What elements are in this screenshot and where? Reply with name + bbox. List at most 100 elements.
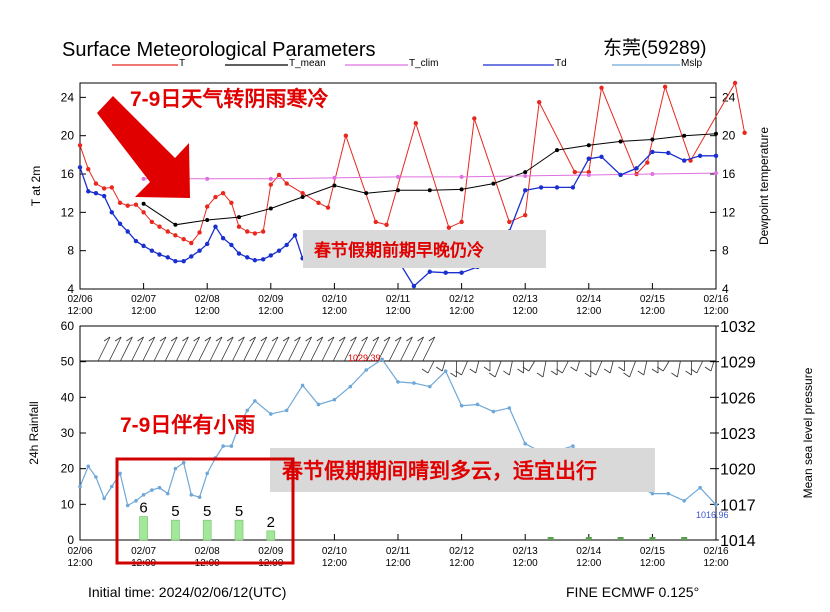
point-T_mean-9 <box>427 188 432 193</box>
rain-bar-1 <box>171 519 180 541</box>
point-Td-25 <box>276 248 282 253</box>
wind-barb-5 <box>153 336 167 362</box>
point-T_clim-5 <box>459 174 464 179</box>
point-Td-43 <box>554 185 560 190</box>
wind-barb-31 <box>441 360 446 372</box>
xtick-time-top-1: 12:00 <box>131 306 156 317</box>
rain-bar-label-4: 2 <box>267 514 275 531</box>
wind-barb-55 <box>710 360 715 372</box>
wind-barb-33 <box>461 360 468 376</box>
wind-barb-flag-12 <box>238 336 245 342</box>
xtick-time-top-6: 12:00 <box>449 306 474 317</box>
point-T_clim-3 <box>332 175 337 180</box>
wind-barb-flag-41 <box>550 370 558 376</box>
pressure-ytick-label-1017: 1017 <box>720 497 756 514</box>
wind-barb-flag-45 <box>589 370 597 376</box>
point-T-20 <box>236 224 242 229</box>
pressure-max-label: 1029.39 <box>348 353 381 363</box>
point-T-45 <box>662 84 668 90</box>
wind-barb-flag-11 <box>226 336 234 342</box>
point-Td-16 <box>205 241 210 247</box>
point-T-40 <box>572 169 578 175</box>
wind-barb-flag-13 <box>249 336 256 342</box>
mslp-point-1 <box>86 464 91 469</box>
wind-barb-24 <box>366 336 380 362</box>
ytick-label-right-8: 8 <box>722 244 729 258</box>
point-T_mean-17 <box>682 133 687 138</box>
ytick-label-right-4: 4 <box>722 282 729 296</box>
wind-barb-flag-43 <box>570 366 577 372</box>
xtick-date-top-5: 02/11 <box>386 294 411 305</box>
xtick-date-bottom-5: 02/11 <box>386 546 411 557</box>
point-T_clim-6 <box>523 173 528 178</box>
xtick-date-top-4: 02/10 <box>322 294 347 305</box>
wind-barb-flag-16 <box>282 336 290 342</box>
xtick-date-bottom-1: 02/07 <box>131 546 156 557</box>
rain-bar-label-1: 5 <box>171 503 179 520</box>
wind-barb-flag-17 <box>294 336 301 342</box>
wind-barb-flag-40 <box>536 372 544 378</box>
wind-barb-flag-6 <box>170 336 178 342</box>
wind-barb-17 <box>288 336 301 362</box>
point-Td-3 <box>101 193 107 199</box>
point-T-35 <box>459 219 464 225</box>
xtick-time-bottom-10: 12:00 <box>703 558 728 569</box>
annotation-early-cold: 春节假期前期早晚仍冷 <box>314 240 484 260</box>
xtick-time-top-8: 12:00 <box>576 306 601 317</box>
ytick-label-left-20: 20 <box>61 129 75 143</box>
point-T-44 <box>645 160 650 165</box>
point-T-19 <box>229 200 234 205</box>
mslp-point-35 <box>459 403 464 408</box>
mslp-point-47 <box>650 491 655 496</box>
wind-barb-flag-39 <box>522 366 530 372</box>
point-T-23 <box>260 229 266 234</box>
wind-barb-1 <box>108 336 122 362</box>
wind-barb-3 <box>131 336 144 362</box>
point-T_mean-6 <box>332 183 337 188</box>
mslp-point-9 <box>150 488 154 492</box>
wind-barb-23 <box>355 336 368 362</box>
rain-ytick-label-50: 50 <box>61 355 75 369</box>
mslp-point-39 <box>523 441 527 446</box>
point-T-0 <box>77 143 83 148</box>
mslp-point-3 <box>102 496 106 501</box>
point-T-28 <box>316 200 321 205</box>
wind-barb-flag-27 <box>406 336 413 342</box>
point-T-41 <box>586 169 591 175</box>
point-T-30 <box>343 133 349 138</box>
point-T_mean-7 <box>364 191 369 196</box>
wind-barb-flag-35 <box>483 366 491 372</box>
point-Td-44 <box>570 185 576 190</box>
point-T_clim-1 <box>205 176 210 181</box>
legend-label-T_clim: T_clim <box>409 58 438 69</box>
point-Td-47 <box>618 172 623 178</box>
ytick-label-left-12: 12 <box>61 205 75 219</box>
point-T-26 <box>284 181 289 186</box>
wind-barb-8 <box>187 336 200 362</box>
mslp-point-18 <box>221 444 225 448</box>
wind-barb-28 <box>411 336 424 362</box>
point-Td-37 <box>459 270 464 275</box>
point-Td-41 <box>523 188 528 193</box>
mslp-point-7 <box>134 498 138 503</box>
point-T-25 <box>276 172 282 178</box>
rain-ytick-label-20: 20 <box>61 462 75 476</box>
wind-barb-flag-48 <box>623 372 630 378</box>
wind-barb-54 <box>696 360 704 374</box>
mslp-point-50 <box>698 485 702 490</box>
point-T-42 <box>599 85 604 90</box>
xtick-date-top-6: 02/12 <box>449 294 474 305</box>
wind-barb-26 <box>388 336 402 362</box>
pressure-ytick-label-1029: 1029 <box>720 355 756 372</box>
red-arrow-icon <box>97 96 190 198</box>
point-Td-1 <box>86 189 91 194</box>
rain-ytick-label-30: 30 <box>61 426 75 440</box>
point-T-14 <box>189 240 194 246</box>
rain-bar-label-0: 6 <box>139 500 147 517</box>
xtick-date-top-3: 02/09 <box>258 294 283 305</box>
mslp-point-10 <box>157 485 162 490</box>
xtick-date-bottom-10: 02/16 <box>703 546 728 557</box>
xtick-time-bottom-5: 12:00 <box>385 558 410 569</box>
wind-barb-flag-19 <box>316 336 324 342</box>
